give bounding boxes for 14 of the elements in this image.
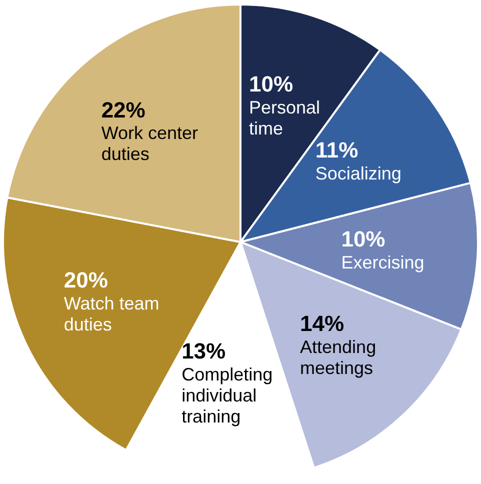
data-label: 14% — [300, 310, 344, 336]
slice-label: Socializing — [315, 163, 402, 184]
data-label: 11% — [315, 137, 358, 162]
slice-label: Personal time — [249, 97, 320, 138]
slice-label: Completing individual training — [182, 364, 273, 426]
slice-label: Work center duties — [101, 123, 198, 164]
data-label: 20% — [64, 268, 108, 293]
slice-label: Attending meetings — [300, 336, 376, 378]
data-label: 22% — [101, 97, 146, 122]
slice-label: Watch team duties — [64, 294, 160, 335]
data-label: 13% — [182, 338, 226, 364]
slice-label: Exercising — [341, 252, 424, 272]
data-label: 10% — [341, 226, 386, 252]
data-label: 10% — [249, 72, 294, 97]
